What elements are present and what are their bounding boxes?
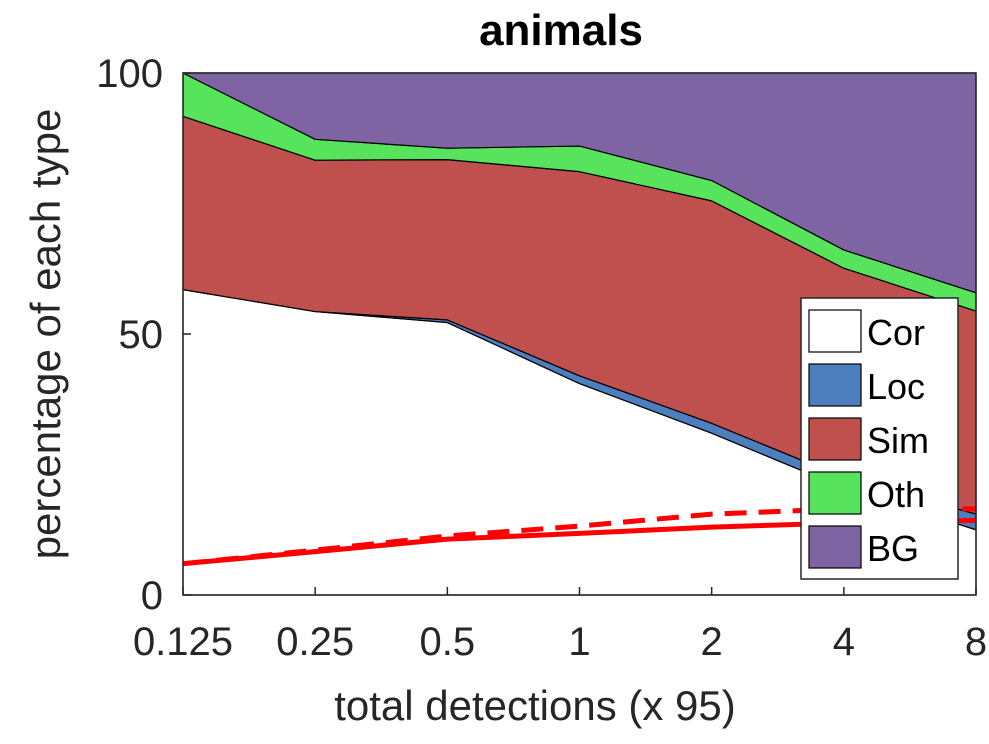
legend-swatch-bg [808,525,862,569]
legend-swatch-sim [808,417,862,461]
legend-swatch-oth [808,471,862,515]
y-tick-label: 100 [96,52,163,96]
legend-swatch-cor [808,309,862,353]
legend-label-loc: Loc [867,366,925,407]
x-tick-label: 1 [568,620,590,664]
legend-label-oth: Oth [867,474,925,515]
y-axis-ticks: 0 50 100 [96,52,191,618]
x-tick-label: 0.5 [420,620,476,664]
x-axis-label: total detections (x 95) [334,682,736,729]
x-tick-label: 4 [833,620,855,664]
x-tick-label: 0.25 [276,620,354,664]
legend: Cor Loc Sim Oth BG [800,297,959,580]
y-axis-label: percentage of each type [22,109,69,560]
legend-swatch-loc [808,363,862,407]
x-axis-ticks: 0.125 0.25 0.5 1 2 4 8 [133,587,987,664]
x-tick-label: 2 [701,620,723,664]
x-tick-label: 8 [965,620,987,664]
x-tick-label: 0.125 [133,620,233,664]
y-tick-label: 50 [119,313,164,357]
chart-title: animals [479,6,643,55]
y-tick-label: 0 [141,574,163,618]
legend-label-cor: Cor [867,312,925,353]
legend-label-bg: BG [867,528,919,569]
legend-label-sim: Sim [867,420,929,461]
stacked-areas [182,72,977,596]
